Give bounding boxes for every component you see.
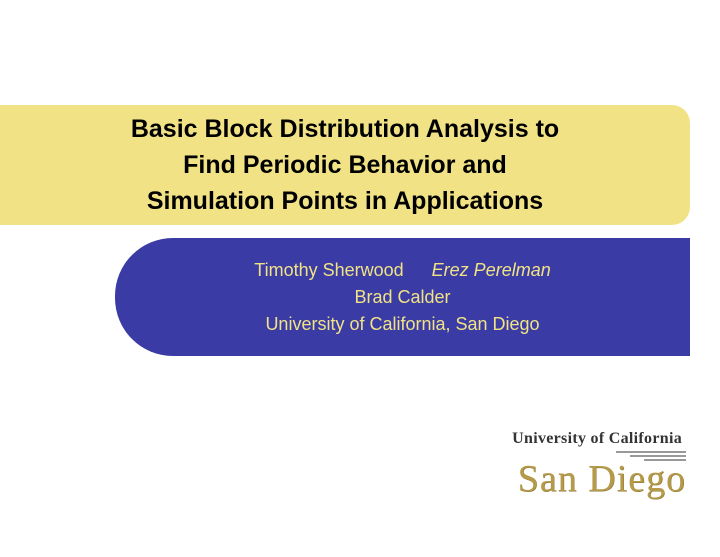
author-2: Erez Perelman (432, 260, 551, 281)
logo-bottom-text: San Diego (408, 463, 688, 495)
author-3: Brad Calder (354, 287, 450, 308)
authors-band: Timothy Sherwood Erez Perelman Brad Cald… (115, 238, 690, 356)
affiliation: University of California, San Diego (265, 314, 539, 335)
title-band: Basic Block Distribution Analysis to Fin… (0, 105, 690, 225)
title-line-3: Simulation Points in Applications (147, 183, 543, 219)
authors-row-1: Timothy Sherwood Erez Perelman (254, 260, 550, 281)
logo-top-text: University of California (408, 430, 688, 448)
title-line-2: Find Periodic Behavior and (183, 147, 507, 183)
author-1: Timothy Sherwood (254, 260, 403, 281)
ucsd-logo: University of California San Diego (408, 430, 688, 495)
title-line-1: Basic Block Distribution Analysis to (131, 111, 559, 147)
